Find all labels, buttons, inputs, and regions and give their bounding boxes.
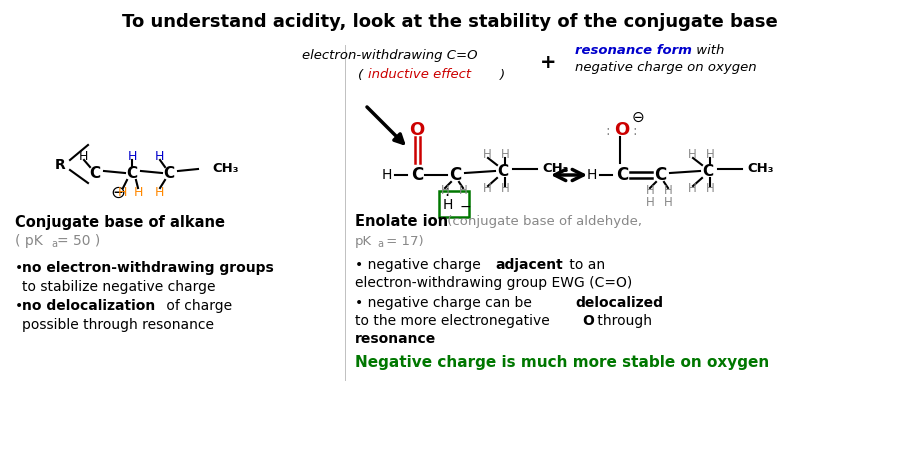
Text: O: O <box>582 314 594 328</box>
Text: possible through resonance: possible through resonance <box>22 318 214 332</box>
Text: resonance form: resonance form <box>575 44 692 56</box>
Text: CH₃: CH₃ <box>542 163 569 175</box>
Text: a: a <box>377 239 383 249</box>
Text: ( pK: ( pK <box>15 234 43 248</box>
Text: H: H <box>587 168 598 182</box>
Text: :: : <box>445 183 450 198</box>
Text: +: + <box>540 53 556 71</box>
Text: To understand acidity, look at the stability of the conjugate base: To understand acidity, look at the stabi… <box>122 13 778 31</box>
Text: CH₃: CH₃ <box>747 163 773 175</box>
Text: H: H <box>154 187 164 199</box>
Text: H: H <box>645 196 654 210</box>
Text: no electron-withdrawing groups: no electron-withdrawing groups <box>22 261 274 275</box>
Text: •: • <box>15 299 28 313</box>
Text: Conjugate base of alkane: Conjugate base of alkane <box>15 214 225 229</box>
Text: • negative charge: • negative charge <box>355 258 485 272</box>
Text: C: C <box>164 165 175 180</box>
Text: H: H <box>688 182 697 196</box>
Text: of charge: of charge <box>162 299 232 313</box>
Text: resonance: resonance <box>355 332 436 346</box>
Text: H: H <box>459 185 467 197</box>
Text: O: O <box>615 121 630 139</box>
Text: inductive effect: inductive effect <box>368 69 471 81</box>
Text: • negative charge can be: • negative charge can be <box>355 296 536 310</box>
Text: ⊖: ⊖ <box>632 110 644 125</box>
Text: H: H <box>154 150 164 164</box>
Text: through: through <box>593 314 652 328</box>
Text: H: H <box>706 182 715 196</box>
Text: a: a <box>51 239 57 249</box>
Text: H: H <box>441 185 449 197</box>
Text: H: H <box>382 168 392 182</box>
Text: H: H <box>688 149 697 162</box>
Text: H: H <box>117 187 127 199</box>
Text: C: C <box>702 164 714 179</box>
Text: C: C <box>411 166 423 184</box>
Text: C: C <box>616 166 628 184</box>
Text: no delocalization: no delocalization <box>22 299 155 313</box>
Text: = 17): = 17) <box>382 235 424 248</box>
Text: delocalized: delocalized <box>575 296 663 310</box>
Text: C: C <box>89 165 101 180</box>
Text: (: ( <box>358 69 363 81</box>
Text: C: C <box>449 166 461 184</box>
Text: negative charge on oxygen: negative charge on oxygen <box>575 62 757 75</box>
Text: electron-withdrawing C=O: electron-withdrawing C=O <box>302 48 478 62</box>
Text: H: H <box>482 182 491 196</box>
Text: :: : <box>606 124 610 138</box>
Text: with: with <box>692 44 724 56</box>
Text: adjacent: adjacent <box>495 258 562 272</box>
Text: H: H <box>500 182 509 196</box>
Text: pK: pK <box>355 235 372 248</box>
Text: R: R <box>55 158 66 172</box>
Text: H: H <box>663 196 672 210</box>
Text: H: H <box>78 150 87 164</box>
Text: to an: to an <box>565 258 605 272</box>
Text: CH₃: CH₃ <box>212 163 238 175</box>
Text: :: : <box>633 124 637 138</box>
Text: H: H <box>706 149 715 162</box>
Text: H: H <box>133 187 143 199</box>
Text: H: H <box>500 149 509 162</box>
Bar <box>439 191 469 217</box>
Text: H: H <box>645 185 654 197</box>
Text: ): ) <box>500 69 505 81</box>
Text: Enolate ion: Enolate ion <box>355 214 448 229</box>
Text: −: − <box>459 200 471 214</box>
Text: to stabilize negative charge: to stabilize negative charge <box>22 280 215 294</box>
Text: H: H <box>443 198 454 212</box>
Text: H: H <box>127 150 137 164</box>
Text: (conjugate base of aldehyde,: (conjugate base of aldehyde, <box>443 216 642 228</box>
Text: C: C <box>654 166 666 184</box>
Text: = 50 ): = 50 ) <box>57 234 100 248</box>
Text: H: H <box>663 185 672 197</box>
Text: ⊖: ⊖ <box>111 184 126 202</box>
Text: O: O <box>410 121 425 139</box>
Text: C: C <box>126 165 138 180</box>
Text: electron-withdrawing group EWG (C=O): electron-withdrawing group EWG (C=O) <box>355 276 632 290</box>
Text: H: H <box>482 149 491 162</box>
Text: C: C <box>498 164 508 179</box>
Text: to the more electronegative: to the more electronegative <box>355 314 554 328</box>
Text: •: • <box>15 261 28 275</box>
Text: Negative charge is much more stable on oxygen: Negative charge is much more stable on o… <box>355 354 770 369</box>
